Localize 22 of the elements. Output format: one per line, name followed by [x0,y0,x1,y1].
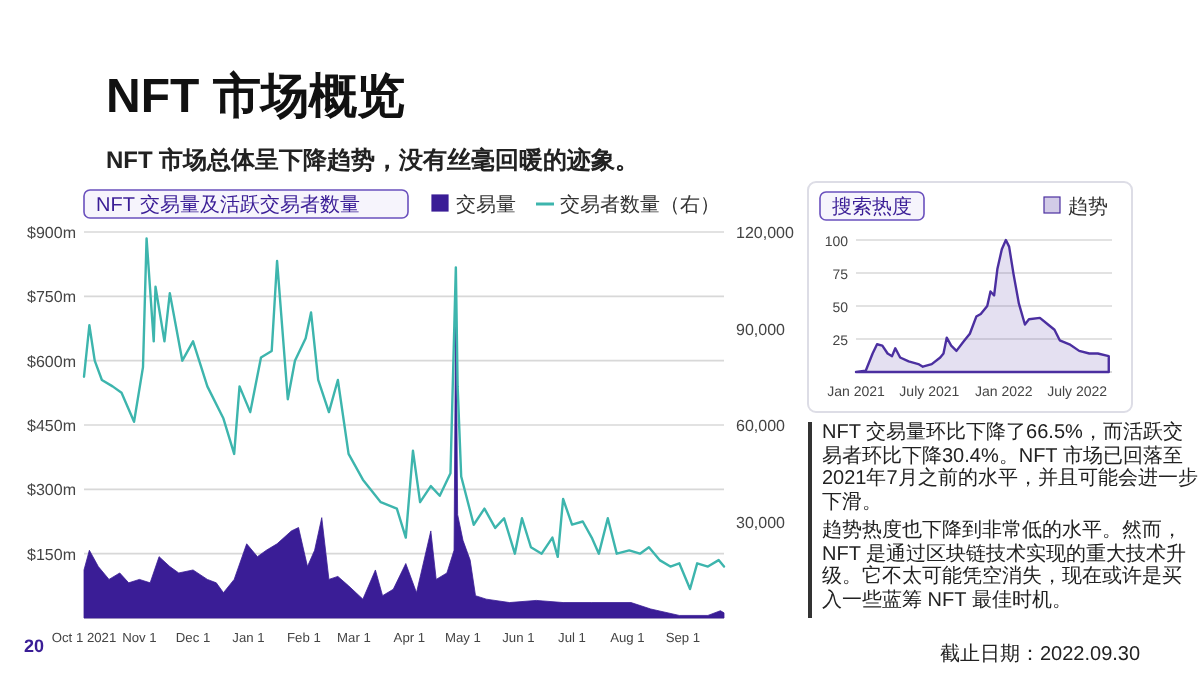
text: 截止日期：2022.09.30 [940,644,1141,668]
y-tick-label: $900m [27,224,77,242]
line-series [82,237,726,591]
text: NFT 交易量环比下降了66.5%，而活跃交易者环比下降30.4%。NFT 市场已回落至2021年7月之前的水平，并且可能会进一步下滑。 [822,422,1198,514]
y-tick-label: $750m [27,288,77,307]
y-tick-label: $600m [27,352,77,371]
y2-tick-label: 30,000 [736,513,787,532]
chart-title: 搜索热度 [832,195,912,219]
y2-tick-label: 120,000 [736,224,795,242]
text: NFT 市场总体呈下降趋势，没有丝毫回暖的迹象。 [106,146,640,174]
text: NFT 市场概览 [106,70,405,124]
y2-tick-label: 90,000 [736,320,787,339]
text: 趋势热度也下降到非常低的水平。然而，NFT 是通过区块链技术实现的重大技术升级。它不太可能凭空消失，现在或许是买入一些蓝筹 NFT 最佳时机。 [822,520,1189,612]
y-tick-label: $300m [27,481,77,500]
y-tick-label: $450m [27,417,77,435]
y-tick-label: $150m [27,545,77,564]
legend-label: 交易量 [456,193,516,217]
text: 20 [24,636,45,656]
y2-tick-label: 60,000 [736,417,787,435]
chart-title: NFT 交易量及活跃交易者数量 [96,193,361,217]
legend-label: 趋势 [1068,195,1108,219]
legend-label: 交易者数量（右） [560,193,720,217]
